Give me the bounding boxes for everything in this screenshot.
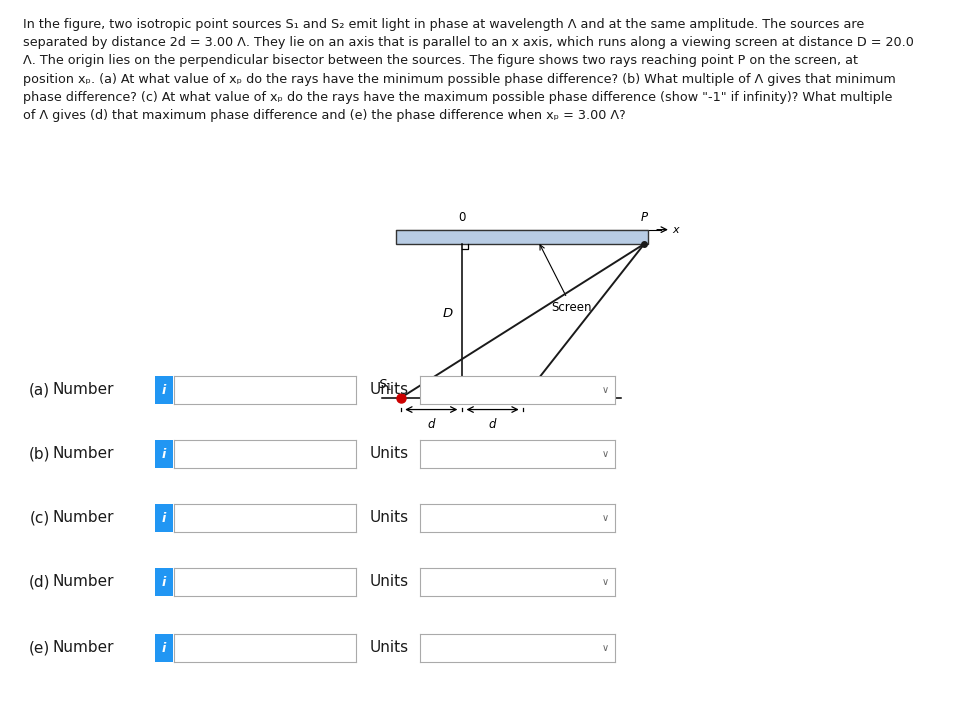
Text: (a): (a) (29, 383, 50, 398)
Text: i: i (162, 511, 166, 524)
Text: In the figure, two isotropic point sources S₁ and S₂ emit light in phase at wave: In the figure, two isotropic point sourc… (23, 18, 915, 122)
Text: Number: Number (52, 510, 113, 526)
Text: ∨: ∨ (602, 385, 609, 395)
Text: 0: 0 (458, 211, 466, 224)
Text: (d): (d) (28, 574, 50, 590)
Text: Number: Number (52, 446, 113, 462)
Text: ∨: ∨ (602, 513, 609, 523)
Text: $S_1$: $S_1$ (377, 378, 392, 393)
Text: (e): (e) (28, 641, 50, 656)
Text: Units: Units (370, 446, 409, 462)
Text: ∨: ∨ (602, 577, 609, 587)
Text: ∨: ∨ (602, 643, 609, 653)
Text: Units: Units (370, 641, 409, 656)
Text: D: D (443, 306, 453, 320)
Text: (b): (b) (28, 446, 50, 462)
Text: Number: Number (52, 574, 113, 590)
Text: Number: Number (52, 383, 113, 398)
Text: i: i (162, 383, 166, 396)
Text: Units: Units (370, 383, 409, 398)
Text: $S_2$: $S_2$ (528, 378, 543, 393)
Text: i: i (162, 447, 166, 460)
Text: Screen: Screen (540, 245, 592, 313)
Text: ∨: ∨ (602, 449, 609, 459)
Text: P: P (641, 211, 647, 224)
Text: Number: Number (52, 641, 113, 656)
Text: i: i (162, 575, 166, 588)
Text: Units: Units (370, 510, 409, 526)
Text: i: i (162, 641, 166, 654)
Bar (396, 229, 647, 244)
Text: Units: Units (370, 574, 409, 590)
Text: $d$: $d$ (488, 417, 497, 431)
Text: x: x (673, 224, 679, 234)
Text: $d$: $d$ (426, 417, 436, 431)
Text: (c): (c) (30, 510, 50, 526)
